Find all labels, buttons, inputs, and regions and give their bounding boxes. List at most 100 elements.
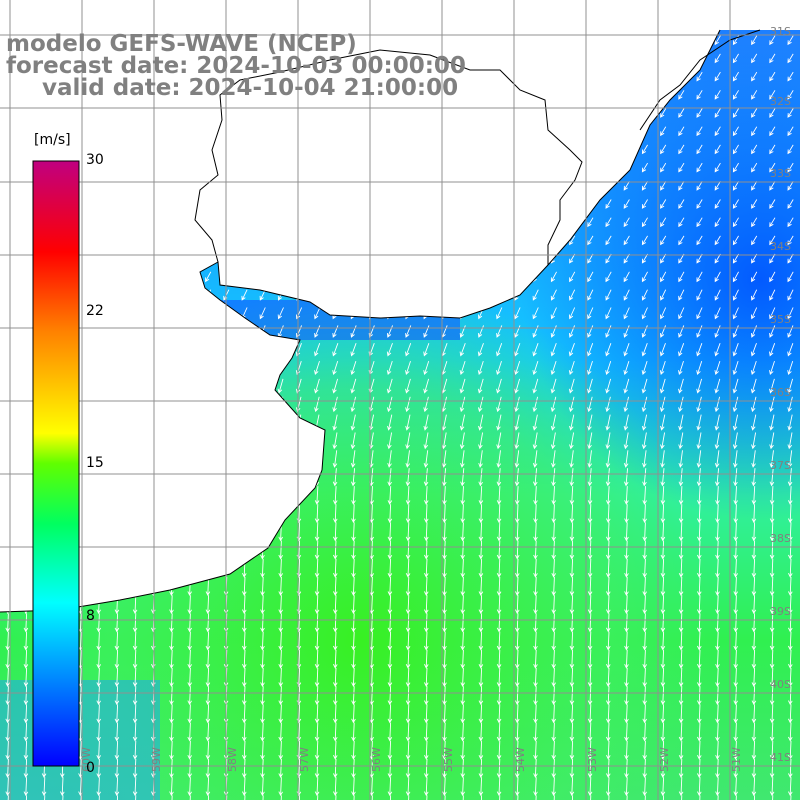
wind-arrow xyxy=(751,576,757,596)
wind-arrow xyxy=(696,271,703,283)
wind-arrow xyxy=(641,181,648,191)
wind-arrow xyxy=(641,360,648,375)
colorbar-tick-0: 0 xyxy=(86,760,95,776)
wind-arrow xyxy=(769,414,775,431)
wind-arrow xyxy=(624,758,629,778)
wind-arrow xyxy=(623,414,629,431)
wind-arrow xyxy=(496,360,502,375)
wind-arrow xyxy=(551,758,556,778)
wind-arrow xyxy=(96,777,101,797)
wind-arrow xyxy=(551,704,556,724)
wind-arrow xyxy=(387,758,393,778)
wind-arrow xyxy=(169,722,174,742)
wind-arrow xyxy=(551,722,556,742)
wind-arrow xyxy=(460,540,465,560)
wind-arrow xyxy=(533,704,538,724)
wind-arrow xyxy=(241,686,247,706)
wind-arrow xyxy=(205,758,211,778)
wind-arrow xyxy=(714,71,721,82)
wind-arrow xyxy=(732,271,739,283)
wind-arrow xyxy=(714,414,720,431)
wind-arrow xyxy=(769,649,775,669)
wind-arrow xyxy=(496,722,502,742)
wind-arrow xyxy=(714,199,721,209)
wind-arrow xyxy=(750,396,757,413)
wind-arrow xyxy=(787,378,794,394)
wind-arrow xyxy=(732,126,739,137)
wind-arrow xyxy=(514,307,521,320)
wind-arrow xyxy=(624,522,629,542)
wind-arrow xyxy=(459,414,466,431)
wind-arrow xyxy=(332,486,338,505)
wind-arrow xyxy=(551,450,556,468)
wind-arrow xyxy=(659,378,666,394)
wind-arrow xyxy=(460,450,465,468)
wind-arrow xyxy=(387,613,393,633)
wind-arrow xyxy=(750,325,758,338)
wind-arrow xyxy=(660,504,666,524)
wind-arrow xyxy=(660,199,667,209)
wind-arrow xyxy=(587,271,594,283)
wind-arrow xyxy=(478,432,484,450)
wind-arrow xyxy=(514,414,520,431)
wind-arrow xyxy=(96,722,101,742)
wind-arrow xyxy=(642,486,647,505)
wind-arrow xyxy=(423,576,429,596)
wind-arrow xyxy=(787,613,793,633)
wind-arrow xyxy=(641,235,648,246)
wind-arrow xyxy=(386,360,393,375)
wind-arrow xyxy=(714,271,721,283)
wind-arrow xyxy=(678,722,684,742)
wind-arrow xyxy=(5,795,10,800)
wind-arrow xyxy=(733,631,738,651)
wind-arrow xyxy=(751,35,758,46)
wind-arrow xyxy=(496,631,502,651)
wind-arrow xyxy=(351,613,356,633)
wind-arrow xyxy=(187,595,192,615)
wind-arrow xyxy=(751,53,758,64)
wind-arrow xyxy=(714,217,721,228)
wind-arrow xyxy=(241,667,247,687)
wind-arrow xyxy=(496,740,502,760)
wind-arrow xyxy=(405,795,411,800)
wind-arrow xyxy=(787,432,793,450)
wind-arrow xyxy=(278,613,283,633)
wind-arrow xyxy=(769,522,775,542)
wind-arrow xyxy=(169,758,174,778)
wind-arrow xyxy=(787,199,794,209)
wind-arrow xyxy=(314,486,320,505)
wind-arrow xyxy=(605,686,611,706)
wind-arrow xyxy=(569,777,575,797)
wind-arrow xyxy=(478,777,484,797)
wind-arrow xyxy=(642,777,647,797)
wind-arrow xyxy=(314,378,320,394)
wind-arrow xyxy=(441,468,447,487)
wind-arrow xyxy=(532,396,539,413)
wind-arrow xyxy=(587,704,593,724)
wind-arrow xyxy=(624,686,629,706)
wind-arrow xyxy=(751,71,758,82)
wind-arrow xyxy=(587,667,593,687)
wind-arrow xyxy=(569,540,575,560)
wind-arrow xyxy=(568,360,575,375)
wind-arrow xyxy=(477,396,484,413)
wind-arrow xyxy=(332,343,339,357)
wind-arrow xyxy=(751,486,757,505)
wind-arrow xyxy=(478,704,484,724)
wind-arrow xyxy=(769,722,775,742)
wind-arrow xyxy=(660,704,666,724)
wind-arrow xyxy=(460,522,465,542)
wind-arrow xyxy=(405,649,411,669)
wind-arrow xyxy=(714,360,721,375)
wind-arrow xyxy=(732,162,739,173)
wind-arrow xyxy=(314,396,320,413)
wind-arrow xyxy=(478,722,484,742)
wind-arrow xyxy=(442,595,447,615)
wind-arrow xyxy=(642,686,647,706)
wind-arrow xyxy=(386,343,393,357)
wind-arrow xyxy=(787,649,793,669)
wind-arrow xyxy=(5,777,10,797)
wind-arrow xyxy=(278,595,283,615)
wind-arrow xyxy=(733,795,738,800)
